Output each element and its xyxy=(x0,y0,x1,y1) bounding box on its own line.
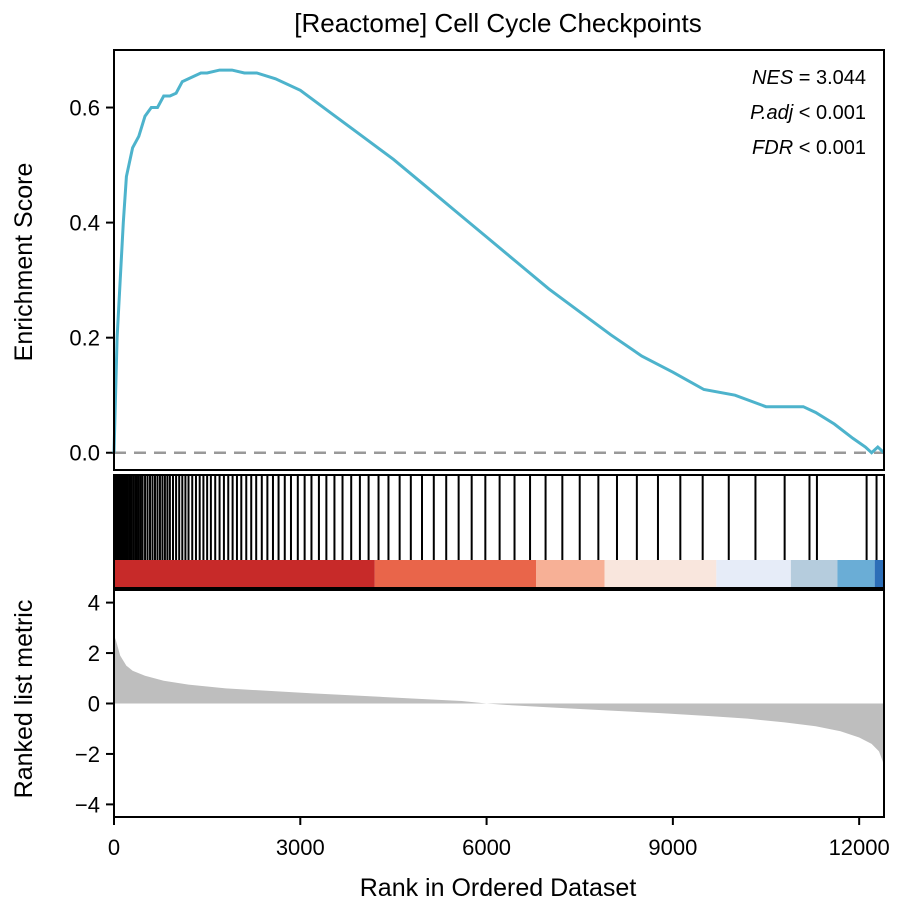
enrichment-panel-frame xyxy=(113,49,885,471)
metric-y-tick-label: 0 xyxy=(88,692,100,717)
x-tick-label: 3000 xyxy=(276,835,325,860)
x-axis-title: Rank in Ordered Dataset xyxy=(360,874,637,902)
colorbar-segment xyxy=(536,560,605,588)
ranked-metric-area xyxy=(114,635,884,770)
metric-y-tick-label: −2 xyxy=(75,742,100,767)
x-axis-ticks: 0 3000 6000 9000 12000 xyxy=(108,817,890,860)
colorbar-segment xyxy=(790,560,838,588)
metric-y-axis-title: Ranked list metric xyxy=(10,600,38,799)
enrichment-y-tick-label: 0.0 xyxy=(69,441,100,466)
metric-y-tick-label: 4 xyxy=(88,591,100,616)
x-tick-label: 12000 xyxy=(829,835,890,860)
colorbar-segment xyxy=(837,560,875,588)
enrichment-y-ticks: 0.0 0.2 0.4 0.6 xyxy=(69,96,114,466)
metric-y-ticks: −4 −2 0 2 4 xyxy=(75,591,114,817)
stat-p-adj: P.adj < 0.001 xyxy=(750,102,866,124)
gene-hit-marks xyxy=(113,475,878,560)
x-tick-label: 9000 xyxy=(648,835,697,860)
colorbar-segment xyxy=(374,560,537,588)
x-tick-label: 6000 xyxy=(462,835,511,860)
enrichment-y-tick-label: 0.6 xyxy=(69,96,100,121)
statistics-annotation: NES = 3.044 P.adj < 0.001 FDR < 0.001 xyxy=(750,67,866,159)
metric-panel-frame xyxy=(113,589,885,818)
stat-nes: NES = 3.044 xyxy=(752,67,866,89)
enrichment-y-tick-label: 0.4 xyxy=(69,211,100,236)
metric-y-tick-label: −4 xyxy=(75,792,100,817)
enrichment-score-panel: 0.0 0.2 0.4 0.6 NES = 3.044 P.adj < 0.001 FDR… xyxy=(69,49,886,471)
colorbar-segment xyxy=(604,560,717,588)
gene-hits-panel xyxy=(113,474,885,589)
rank-colorbar xyxy=(114,560,884,588)
metric-y-tick-label: 2 xyxy=(88,641,100,666)
ranked-metric-panel: −4 −2 0 2 4 0 3000 6000 9000 12000 xyxy=(75,589,890,860)
enrichment-score-curve xyxy=(112,68,886,455)
enrichment-y-tick-label: 0.2 xyxy=(69,326,100,351)
stat-fdr: FDR < 0.001 xyxy=(752,137,866,159)
hits-panel-frame xyxy=(113,474,885,589)
enrichment-y-axis-title: Enrichment Score xyxy=(10,163,38,362)
chart-title: [Reactome] Cell Cycle Checkpoints xyxy=(294,8,702,38)
colorbar-segment xyxy=(874,560,884,588)
colorbar-segment xyxy=(716,560,791,588)
colorbar-segment xyxy=(114,560,375,588)
x-tick-label: 0 xyxy=(108,835,120,860)
